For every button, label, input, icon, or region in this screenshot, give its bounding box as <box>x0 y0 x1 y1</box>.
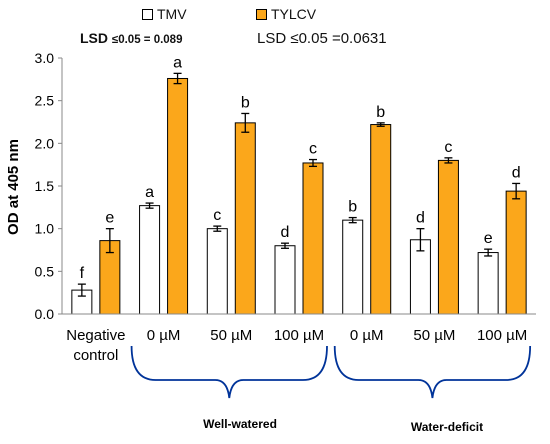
x-tick-label: 50 µM <box>413 327 455 344</box>
bar-tylcv <box>437 159 459 315</box>
significance-letter: e <box>484 230 493 247</box>
significance-letter: c <box>213 207 221 224</box>
group-label-water-deficit: Water-deficit <box>411 420 483 434</box>
brace-water-deficit <box>333 345 532 399</box>
bar-tylcv <box>505 190 527 315</box>
significance-letter: d <box>416 210 425 227</box>
significance-letter: d <box>281 224 290 241</box>
y-tick-label: 1.0 <box>35 221 55 237</box>
legend-item-tmv: TMV <box>142 6 187 22</box>
y-tick-label: 0.5 <box>35 263 55 279</box>
significance-letter: b <box>348 199 357 216</box>
y-tick-label: 1.5 <box>35 178 55 194</box>
bar-tylcv <box>370 124 392 315</box>
x-tick-label: 0 µM <box>350 327 384 344</box>
bar-tmv <box>206 228 228 315</box>
significance-letter: e <box>105 210 114 227</box>
bar-tmv <box>477 252 499 315</box>
error-bars <box>77 72 521 297</box>
bar-tmv <box>274 245 296 315</box>
y-tick-label: 2.5 <box>35 93 55 109</box>
significance-letter: c <box>444 139 452 156</box>
bar-tmv <box>342 219 364 315</box>
lsd-left-leq: ≤ <box>111 34 119 46</box>
bar-tylcv <box>302 162 324 315</box>
bars <box>71 77 527 315</box>
lsd-right-leq: ≤ <box>290 30 299 47</box>
legend-item-tylcv: TYLCV <box>256 6 316 22</box>
significance-letter: a <box>173 54 182 71</box>
lsd-right-value: 0.05 =0.0631 <box>298 30 387 47</box>
significance-letter: f <box>80 265 85 282</box>
y-tick-label: 3.0 <box>35 50 55 66</box>
y-tick-label: 2.0 <box>35 135 55 151</box>
significance-letter: d <box>512 164 521 181</box>
legend-swatch-tylcv <box>256 8 267 20</box>
lsd-annotation-tmv: LSD ≤0.05 = 0.089 <box>80 30 182 46</box>
legend-label-tylcv: TYLCV <box>271 6 317 22</box>
x-tick-label: control <box>73 347 118 364</box>
legend-label-tmv: TMV <box>157 6 187 22</box>
significance-letter: b <box>376 104 385 121</box>
y-axis-label: OD at 405 nm <box>5 139 22 235</box>
significance-letter: a <box>145 184 154 201</box>
x-tick-label: 50 µM <box>210 327 252 344</box>
x-tick-label: Negative <box>66 327 125 344</box>
bar-tmv <box>139 205 161 315</box>
y-axis: 0.0 0.5 1.0 1.5 2.0 2.5 3.0 <box>35 50 63 322</box>
significance-letter: c <box>309 141 317 158</box>
bar-tylcv <box>167 77 189 315</box>
group-brackets <box>130 345 532 399</box>
lsd-left-prefix: LSD <box>80 30 108 46</box>
x-tick-label: 100 µM <box>477 327 527 344</box>
significance-letters: f e a a c b d c b b d c e d <box>80 54 521 282</box>
legend-swatch-tmv <box>142 8 153 20</box>
x-tick-label: 0 µM <box>147 327 181 344</box>
significance-letter: b <box>241 94 250 111</box>
legend: TMV TYLCV <box>142 6 442 26</box>
lsd-left-value: 0.05 = 0.089 <box>118 34 183 46</box>
x-axis: Negative control 0 µM 50 µM 100 µM 0 µM 50 µM 1… <box>62 313 536 364</box>
y-tick-label: 0.0 <box>35 306 55 322</box>
lsd-right-prefix: LSD <box>257 30 287 47</box>
bar-tylcv <box>234 122 256 315</box>
lsd-annotation-tylcv: LSD ≤0.05 =0.0631 <box>257 30 387 47</box>
x-tick-label: 100 µM <box>274 327 324 344</box>
brace-well-watered <box>130 345 328 399</box>
group-label-well-watered: Well-watered <box>203 417 277 431</box>
